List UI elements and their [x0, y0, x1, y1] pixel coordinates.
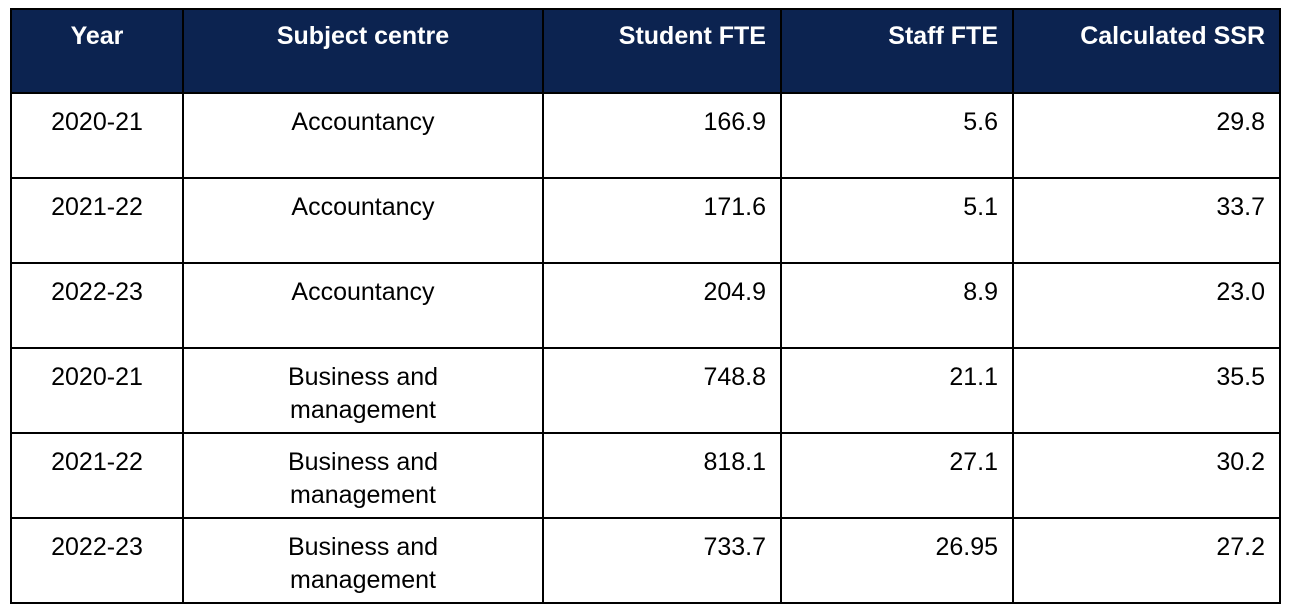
year-cell: 2021-22	[10, 432, 184, 519]
staff-fte-cell: 8.9	[780, 262, 1014, 349]
subject-centre-cell: Accountancy	[182, 262, 544, 349]
year-cell: 2020-21	[10, 347, 184, 434]
calculated-ssr-cell: 30.2	[1012, 432, 1281, 519]
student-fte-cell: 818.1	[542, 432, 782, 519]
subject-centre-cell: Business and management	[182, 517, 544, 604]
calculated-ssr-cell: 23.0	[1012, 262, 1281, 349]
table-row: 2021-22 Business and management 818.1 27.1 3…	[10, 432, 1281, 519]
year-cell: 2022-23	[10, 262, 184, 349]
student-fte-cell: 171.6	[542, 177, 782, 264]
student-fte-cell: 748.8	[542, 347, 782, 434]
staff-fte-cell: 21.1	[780, 347, 1014, 434]
header-year: Year	[10, 8, 184, 94]
header-staff-fte: Staff FTE	[780, 8, 1014, 94]
table-row: 2021-22 Accountancy 171.6 5.1 33.7	[10, 177, 1281, 264]
calculated-ssr-cell: 35.5	[1012, 347, 1281, 434]
calculated-ssr-cell: 27.2	[1012, 517, 1281, 604]
staff-fte-cell: 5.6	[780, 92, 1014, 179]
header-calculated-ssr: Calculated SSR	[1012, 8, 1281, 94]
staff-fte-cell: 5.1	[780, 177, 1014, 264]
table-row: 2022-23 Business and management 733.7 26.95…	[10, 517, 1281, 604]
student-fte-cell: 204.9	[542, 262, 782, 349]
table-row: 2020-21 Business and management 748.8 21.1 3…	[10, 347, 1281, 434]
student-fte-cell: 733.7	[542, 517, 782, 604]
staff-fte-cell: 27.1	[780, 432, 1014, 519]
student-fte-cell: 166.9	[542, 92, 782, 179]
subject-centre-cell: Business and management	[182, 432, 544, 519]
year-cell: 2020-21	[10, 92, 184, 179]
subject-centre-cell: Business and management	[182, 347, 544, 434]
staff-fte-cell: 26.95	[780, 517, 1014, 604]
year-cell: 2021-22	[10, 177, 184, 264]
subject-centre-cell: Accountancy	[182, 177, 544, 264]
subject-centre-cell: Accountancy	[182, 92, 544, 179]
table-row: 2020-21 Accountancy 166.9 5.6 29.8	[10, 92, 1281, 179]
year-cell: 2022-23	[10, 517, 184, 604]
table-row: 2022-23 Accountancy 204.9 8.9 23.0	[10, 262, 1281, 349]
header-row: Year Subject centre Student FTE Staff FT…	[10, 8, 1281, 94]
calculated-ssr-cell: 29.8	[1012, 92, 1281, 179]
header-subject-centre: Subject centre	[182, 8, 544, 94]
ssr-table: Year Subject centre Student FTE Staff FT…	[10, 8, 1281, 604]
calculated-ssr-cell: 33.7	[1012, 177, 1281, 264]
header-student-fte: Student FTE	[542, 8, 782, 94]
